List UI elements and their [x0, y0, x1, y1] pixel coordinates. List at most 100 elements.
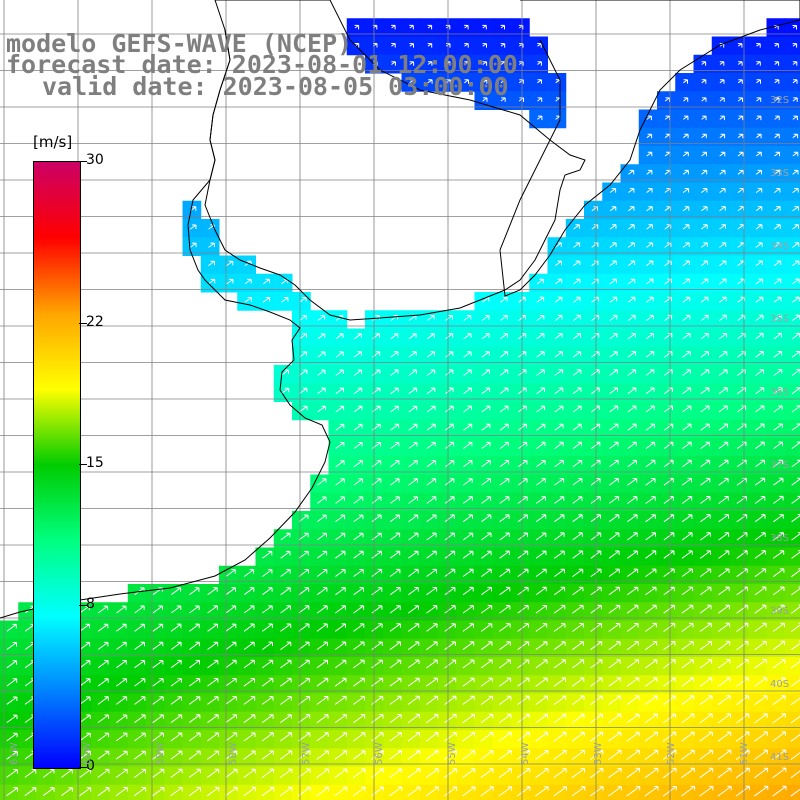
speed-cell: [784, 547, 800, 567]
wind-arrow: [334, 641, 347, 651]
wind-arrow: [535, 586, 547, 596]
wind-arrow: [627, 224, 635, 230]
wind-arrow: [609, 278, 617, 285]
colorbar-tick-label: 8: [86, 596, 95, 613]
wind-arrow: [682, 151, 689, 157]
wind-arrow: [207, 623, 218, 632]
speed-cell: [565, 784, 585, 800]
wind-arrow: [280, 714, 292, 724]
wind-arrow: [609, 314, 618, 322]
wind-arrow: [426, 605, 438, 614]
wind-arrow: [299, 351, 308, 358]
wind-arrow: [500, 24, 505, 30]
wind-arrow: [464, 24, 469, 30]
wind-arrow: [681, 604, 694, 614]
latitude-label: 41S: [770, 752, 790, 763]
wind-arrow: [389, 786, 403, 797]
wind-arrow: [535, 605, 547, 614]
wind-arrow: [426, 641, 438, 651]
wind-arrow: [208, 242, 215, 248]
wind-arrow: [535, 695, 548, 706]
wind-arrow: [772, 749, 787, 761]
wind-arrow: [408, 514, 419, 523]
wind-arrow: [317, 514, 327, 523]
speed-cell: [18, 784, 37, 800]
wind-arrow: [536, 296, 545, 303]
latitude-label: 32S: [770, 95, 790, 106]
wind-arrow: [152, 678, 164, 687]
wind-arrow: [499, 677, 512, 687]
wind-arrow: [6, 696, 18, 705]
wind-arrow: [408, 605, 419, 614]
wind-arrow: [353, 677, 365, 687]
wind-arrow: [628, 188, 635, 193]
wind-arrow: [425, 732, 439, 742]
wind-arrow: [627, 296, 636, 303]
wind-arrow: [701, 97, 707, 102]
wind-arrow: [316, 696, 329, 705]
wind-arrow: [261, 786, 275, 797]
wind-arrow: [755, 169, 762, 175]
wind-arrow: [79, 732, 91, 742]
wind-arrow: [188, 714, 201, 724]
wind-arrow: [646, 296, 654, 303]
wind-arrow: [389, 641, 401, 651]
wind-arrow: [772, 622, 785, 632]
coastline-path: [499, 0, 800, 297]
wind-arrow: [701, 169, 708, 175]
wind-arrow: [334, 732, 347, 742]
wind-arrow: [426, 568, 437, 577]
wind-arrow: [499, 387, 509, 395]
wind-arrow: [389, 695, 402, 705]
speed-cell: [748, 784, 767, 800]
wind-arrow: [773, 459, 784, 468]
wind-arrow: [499, 351, 509, 358]
wind-arrow: [389, 750, 402, 760]
wind-arrow: [608, 623, 621, 632]
wind-arrow: [190, 242, 197, 248]
wind-arrow: [773, 332, 782, 340]
speed-cell: [784, 438, 800, 457]
wind-arrow: [225, 768, 238, 779]
wind-arrow: [609, 188, 617, 193]
wind-arrow: [480, 605, 493, 614]
speed-cell: [620, 784, 640, 800]
wind-arrow: [700, 224, 708, 230]
wind-arrow: [444, 641, 456, 651]
wind-arrow: [409, 61, 415, 66]
wind-arrow: [170, 623, 182, 632]
wind-arrow: [426, 460, 436, 468]
wind-arrow: [426, 623, 438, 632]
colorbar-unit: [m/s]: [33, 133, 73, 151]
wind-arrow: [572, 586, 584, 596]
wind-arrow: [298, 605, 310, 614]
wind-arrow: [554, 369, 564, 376]
wind-arrow: [6, 678, 18, 687]
wind-arrow: [590, 459, 601, 468]
coastline-path: [204, 0, 586, 321]
wind-arrow: [280, 369, 289, 376]
wind-arrow: [553, 786, 567, 797]
wind-arrow: [445, 387, 454, 395]
wind-arrow: [792, 97, 798, 102]
wind-arrow: [426, 441, 436, 449]
wind-arrow: [334, 714, 347, 724]
wind-arrow: [554, 496, 565, 504]
wind-arrow: [79, 696, 91, 705]
wind-arrow: [170, 587, 182, 596]
wind-arrow: [792, 224, 799, 230]
wind-arrow: [700, 441, 710, 450]
wind-arrow: [463, 441, 473, 449]
colorbar-tick-label: 22: [86, 313, 104, 330]
wind-arrow: [645, 405, 655, 413]
wind-arrow: [97, 787, 110, 797]
wind-arrow: [408, 496, 418, 504]
wind-arrow: [754, 604, 767, 614]
wind-arrow: [517, 623, 529, 632]
wind-arrow: [499, 405, 509, 413]
wind-arrow: [426, 550, 437, 559]
wind-arrow: [262, 278, 270, 285]
wind-arrow: [627, 387, 637, 395]
wind-arrow: [700, 423, 710, 431]
wind-arrow: [298, 659, 310, 669]
